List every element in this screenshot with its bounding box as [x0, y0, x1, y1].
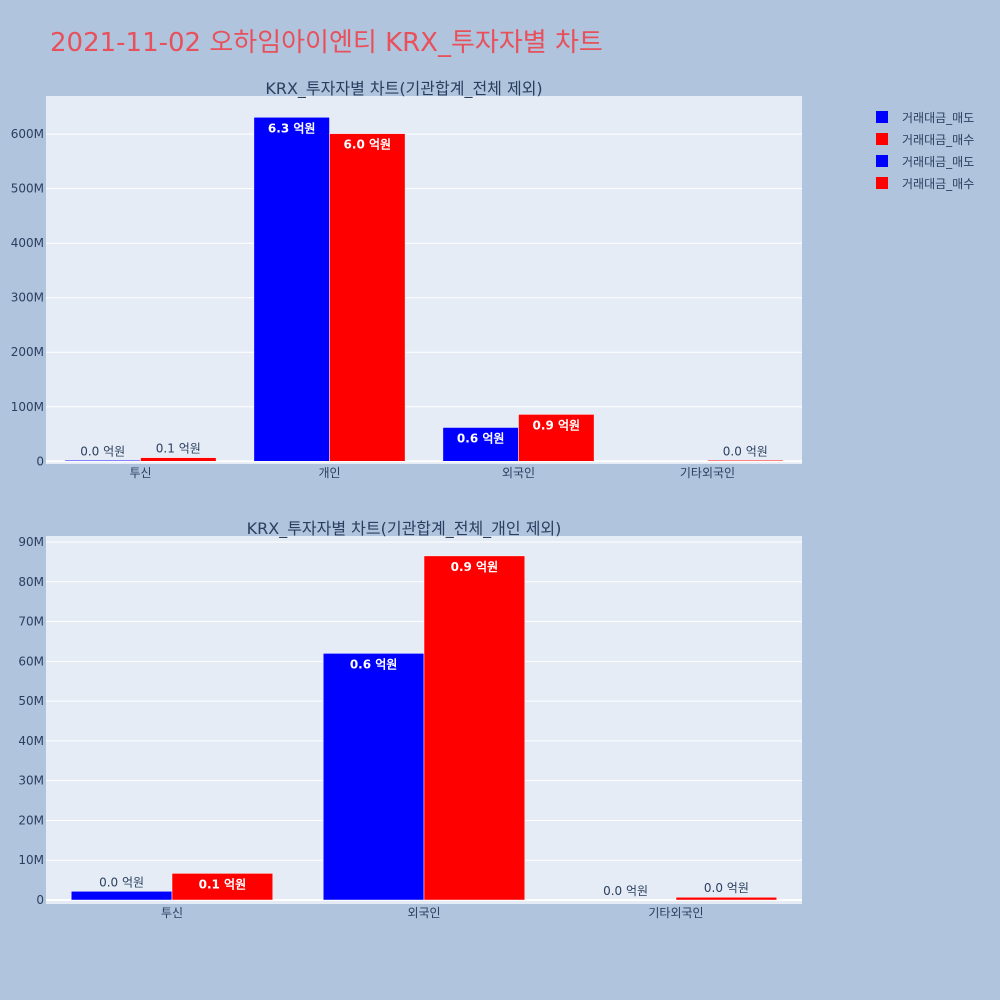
legend-label: 거래대금_매수: [902, 132, 975, 147]
legend-label: 거래대금_매수: [902, 176, 975, 191]
y-tick-label: 30M: [18, 774, 44, 788]
buy-bar: [140, 457, 217, 462]
legend[interactable]: 거래대금_매도 거래대금_매수 거래대금_매도 거래대금_매수: [876, 106, 974, 194]
legend-item-buy[interactable]: 거래대금_매수: [876, 128, 974, 150]
data-label: 0.0 억원: [80, 444, 125, 458]
chart-title: KRX_투자자별 차트(기관합계_전체_개인 제외): [247, 519, 562, 539]
buy-bar: [675, 896, 778, 901]
buy-bar: [518, 414, 595, 462]
legend-swatch-icon: [876, 177, 888, 189]
y-tick-label: 400M: [11, 236, 44, 250]
data-label: 6.0 억원: [344, 138, 392, 152]
legend-swatch-icon: [876, 155, 888, 167]
legend-item-sell[interactable]: 거래대금_매도: [876, 106, 974, 128]
x-tick-label: 투신: [129, 466, 151, 480]
sell-bar: [253, 117, 330, 462]
data-label: 0.0 억원: [603, 884, 648, 898]
data-label: 0.0 억원: [704, 881, 749, 895]
y-tick-label: 500M: [11, 182, 44, 196]
buy-bar: [423, 555, 526, 901]
data-label: 0.6 억원: [350, 657, 398, 671]
legend-swatch-icon: [876, 111, 888, 123]
y-tick-label: 0: [36, 454, 44, 468]
y-tick-label: 600M: [11, 127, 44, 141]
chart-panel-1: KRX_투자자별 차트(기관합계_전체 제외) 0 100M 200M 300M 400M…: [11, 79, 802, 480]
plot-area: [46, 96, 802, 464]
data-label: 0.9 억원: [533, 418, 581, 432]
x-tick-label: 개인: [318, 466, 340, 480]
data-label: 0.1 억원: [199, 877, 247, 891]
page-title: 2021-11-02 오하임아이엔티 KRX_투자자별 차트: [50, 28, 603, 58]
y-tick-label: 0: [36, 893, 44, 907]
x-tick-label: 외국인: [502, 466, 535, 480]
y-tick-label: 60M: [18, 654, 44, 668]
sell-bar: [322, 653, 425, 901]
buy-bar: [329, 133, 406, 462]
y-tick-label: 50M: [18, 694, 44, 708]
y-tick-label: 90M: [18, 535, 44, 549]
y-tick-label: 10M: [18, 853, 44, 867]
x-tick-label: 외국인: [407, 906, 440, 920]
y-tick-label: 70M: [18, 615, 44, 629]
data-label: 0.0 억원: [99, 875, 144, 889]
y-tick-label: 20M: [18, 813, 44, 827]
y-tick-label: 40M: [18, 734, 44, 748]
y-tick-label: 100M: [11, 400, 44, 414]
data-label: 0.0 억원: [723, 444, 768, 458]
buy-bar: [707, 460, 784, 462]
legend-swatch-icon: [876, 133, 888, 145]
legend-item-buy[interactable]: 거래대금_매수: [876, 172, 974, 194]
legend-label: 거래대금_매도: [902, 154, 975, 169]
chart-panel-2: KRX_투자자별 차트(기관합계_전체_개인 제외) 0 10M 20M 30M 40M 5…: [18, 519, 802, 920]
y-tick-label: 200M: [11, 345, 44, 359]
chart-title: KRX_투자자별 차트(기관합계_전체 제외): [265, 79, 542, 99]
data-label: 0.6 억원: [457, 431, 505, 445]
y-tick-label: 80M: [18, 575, 44, 589]
sell-bar: [64, 460, 141, 462]
data-label: 0.9 억원: [451, 560, 499, 574]
y-tick-label: 300M: [11, 291, 44, 305]
sell-bar: [70, 891, 173, 901]
x-tick-label: 기타외국인: [680, 466, 735, 480]
legend-item-sell[interactable]: 거래대금_매도: [876, 150, 974, 172]
data-label: 0.1 억원: [156, 442, 201, 456]
buy-bar: [171, 873, 274, 901]
legend-label: 거래대금_매도: [902, 110, 975, 125]
data-label: 6.3 억원: [268, 121, 316, 135]
x-tick-label: 투신: [161, 906, 183, 920]
x-tick-label: 기타외국인: [648, 906, 703, 920]
